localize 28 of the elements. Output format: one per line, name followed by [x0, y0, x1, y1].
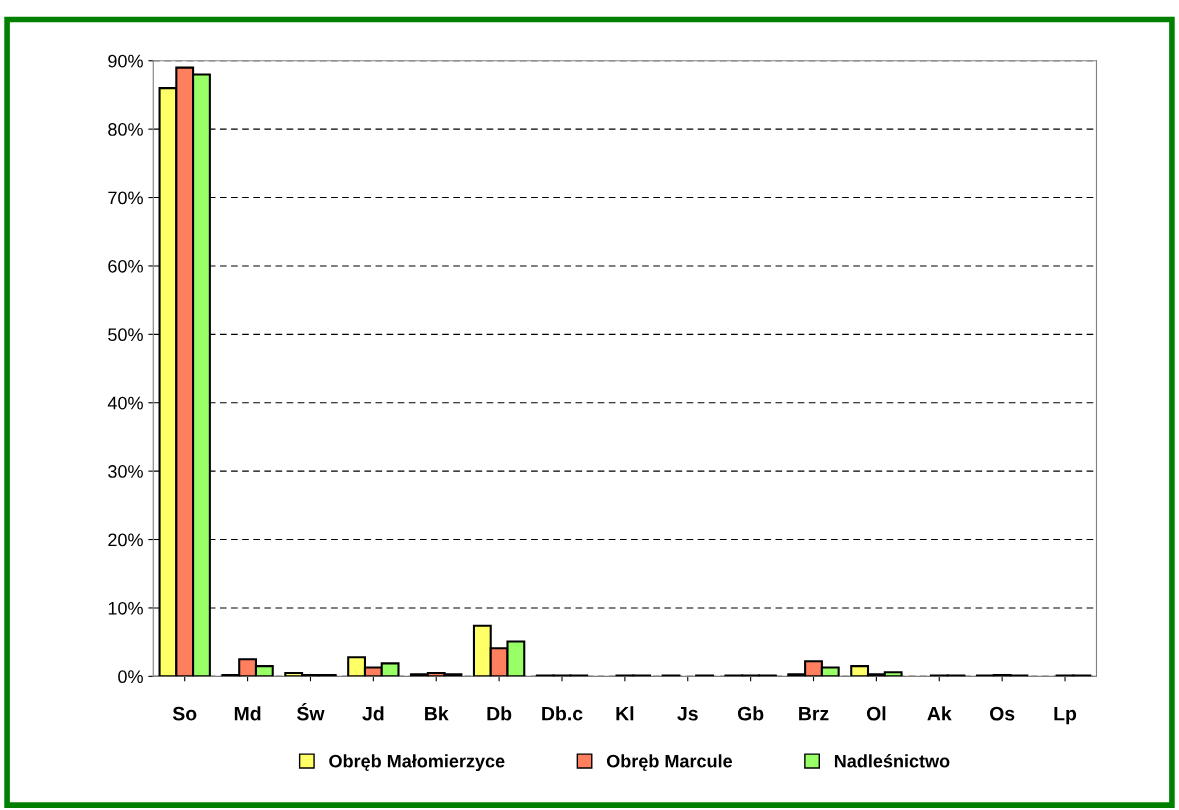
y-tick-label: 80%: [108, 123, 143, 136]
x-tick-label: Lp: [1054, 706, 1077, 725]
x-tick-label: Kl: [616, 706, 634, 721]
y-tick-label: 0%: [118, 670, 143, 684]
x-tick-label: Ak: [927, 706, 952, 721]
y-tick-label: 30%: [108, 465, 143, 478]
legend-label: Nadleśnictwo: [834, 754, 950, 768]
x-tick-label: Os: [989, 706, 1015, 721]
x-tick-label: So: [172, 706, 197, 721]
x-tick-label: Bk: [425, 706, 449, 721]
x-tick-label: Db.c: [542, 706, 583, 721]
y-tick-label: 10%: [108, 601, 143, 615]
legend-label: Obręb Marcule: [606, 754, 733, 771]
y-tick-label: 20%: [108, 533, 143, 547]
x-tick-label: Js: [677, 706, 698, 721]
x-tick-label: Gb: [737, 706, 764, 721]
x-tick-label: Db: [487, 706, 512, 721]
y-tick-label: 90%: [108, 54, 143, 68]
x-tick-label: Md: [234, 706, 261, 721]
x-tick-label: Ol: [866, 706, 886, 721]
y-tick-label: 40%: [107, 396, 143, 410]
x-tick-label: Św: [296, 703, 325, 721]
x-tick-label: Brz: [799, 706, 829, 721]
x-tick-label: Jd: [362, 706, 384, 721]
y-tick-label: 60%: [108, 259, 143, 273]
y-tick-label: 50%: [108, 328, 143, 342]
legend-label: Obręb Małomierzyce: [329, 754, 505, 772]
y-tick-label: 70%: [108, 191, 143, 205]
